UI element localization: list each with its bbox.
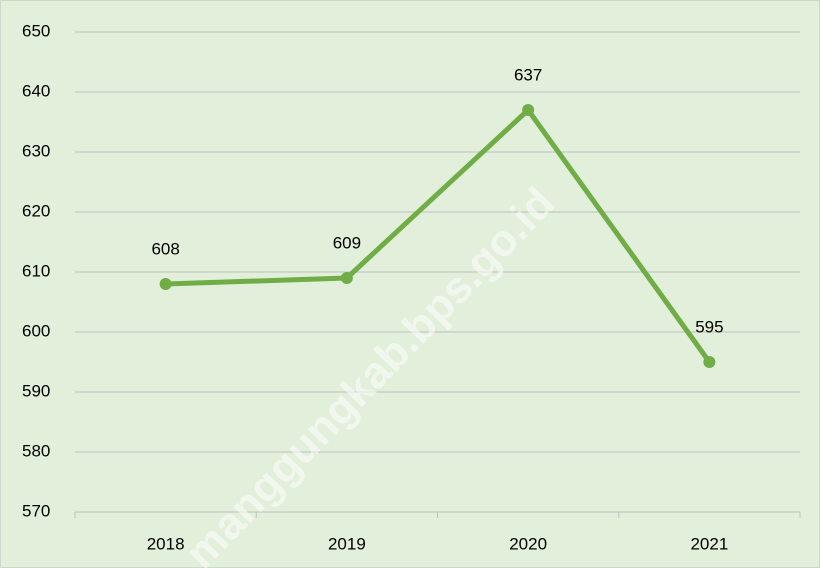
y-tick-label: 600 — [22, 321, 50, 340]
data-label: 637 — [514, 65, 542, 84]
y-tick-label: 620 — [22, 201, 50, 220]
y-tick-label: 640 — [22, 81, 50, 100]
marker — [703, 356, 716, 368]
y-tick-label: 650 — [22, 21, 50, 40]
y-tick-label: 630 — [22, 141, 50, 160]
y-tick-label: 590 — [22, 381, 50, 400]
y-tick-label: 580 — [22, 441, 50, 460]
x-tick-label: 2018 — [147, 534, 185, 553]
marker — [340, 272, 353, 284]
x-tick-label: 2020 — [509, 534, 547, 553]
y-tick-label: 570 — [22, 501, 50, 520]
marker — [522, 104, 535, 116]
data-label: 595 — [695, 317, 723, 336]
y-tick-label: 610 — [22, 261, 50, 280]
line — [165, 107, 712, 364]
x-tick-label: 2021 — [690, 534, 728, 553]
x-tick-label: 2019 — [328, 534, 366, 553]
data-label: 608 — [151, 239, 179, 258]
data-label: 609 — [333, 233, 361, 252]
marker — [159, 278, 172, 290]
